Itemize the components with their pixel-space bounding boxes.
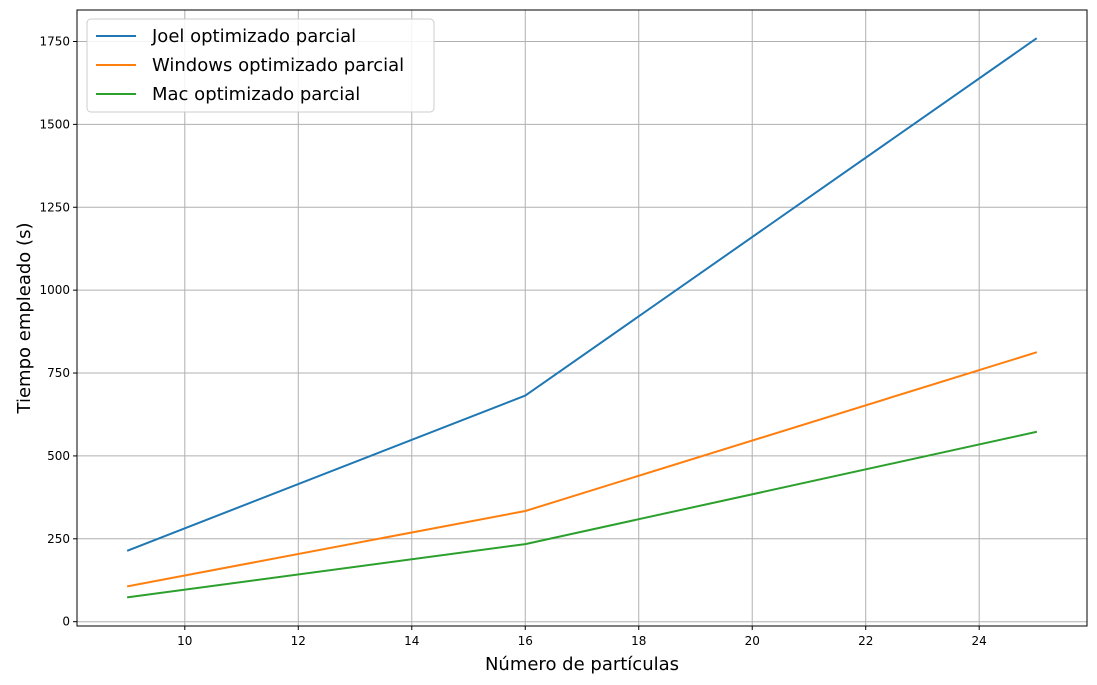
legend-entry: Windows optimizado parcial xyxy=(152,55,404,76)
x-tick-label: 12 xyxy=(291,634,306,648)
x-tick-label: 22 xyxy=(858,634,873,648)
x-axis-label: Número de partículas xyxy=(485,654,679,675)
grid xyxy=(77,10,1087,626)
x-tick-label: 18 xyxy=(631,634,646,648)
legend: Joel optimizado parcial Windows optimizad… xyxy=(86,18,435,113)
y-tick-label: 250 xyxy=(47,532,70,546)
y-tick-label: 1500 xyxy=(39,117,70,131)
series-lines xyxy=(126,37,1038,599)
series-line xyxy=(126,351,1038,588)
y-tick-label: 1750 xyxy=(39,34,70,48)
series-line xyxy=(126,430,1038,599)
x-tick-label: 10 xyxy=(177,634,192,648)
legend-box xyxy=(86,18,435,113)
x-tick-label: 16 xyxy=(518,634,533,648)
x-tick-label: 14 xyxy=(404,634,419,648)
legend-entry: Mac optimizado parcial xyxy=(152,84,360,105)
y-tick-label: 1250 xyxy=(39,200,70,214)
y-axis-label: Tiempo empleado (s) xyxy=(14,223,35,415)
y-tick-label: 750 xyxy=(47,366,70,380)
x-tick-label: 24 xyxy=(972,634,987,648)
x-axis-ticks: 10 12 14 16 18 20 22 24 xyxy=(177,626,987,648)
y-tick-label: 1000 xyxy=(39,283,70,297)
y-axis-ticks: 0 250 500 750 1000 1250 1500 1750 xyxy=(39,34,77,629)
legend-entry: Joel optimizado parcial xyxy=(151,26,356,47)
plot-frame xyxy=(76,9,1088,627)
y-tick-label: 500 xyxy=(47,449,70,463)
series-line xyxy=(126,37,1038,552)
y-tick-label: 0 xyxy=(62,615,70,629)
x-tick-label: 20 xyxy=(745,634,760,648)
